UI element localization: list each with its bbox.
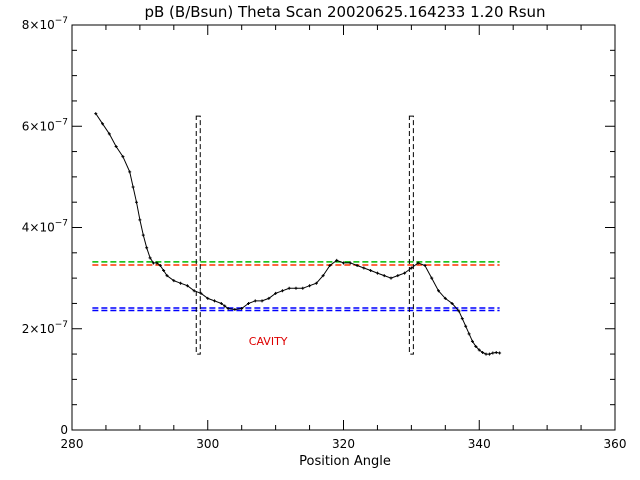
cavity-label: CAVITY xyxy=(249,335,288,348)
data-point xyxy=(179,281,183,285)
data-point xyxy=(375,271,379,275)
data-point xyxy=(464,324,468,328)
data-point xyxy=(219,301,223,305)
data-point xyxy=(450,301,454,305)
data-point xyxy=(460,317,464,321)
y-tick-label: 0 xyxy=(60,423,68,437)
data-point xyxy=(233,308,237,312)
data-point xyxy=(158,263,162,267)
data-point xyxy=(162,269,166,273)
y-tick-label: 4×10−7 xyxy=(22,219,68,235)
data-point xyxy=(467,332,471,336)
data-point xyxy=(128,170,132,174)
data-point xyxy=(131,185,135,189)
data-point xyxy=(369,269,373,273)
data-point xyxy=(287,286,291,290)
data-point xyxy=(487,352,491,356)
data-point xyxy=(121,155,125,159)
data-point xyxy=(223,304,227,308)
y-tick-label: 2×10−7 xyxy=(22,320,68,336)
data-point xyxy=(165,274,169,278)
data-point xyxy=(240,307,244,310)
data-point xyxy=(134,200,138,204)
data-point xyxy=(206,296,210,300)
y-tick-label: 8×10−7 xyxy=(22,16,68,32)
data-point xyxy=(481,351,485,355)
data-point xyxy=(199,291,203,295)
data-point xyxy=(148,256,152,260)
data-point xyxy=(474,344,478,348)
data-point xyxy=(226,307,230,310)
data-point xyxy=(213,299,217,303)
data-point xyxy=(155,261,159,265)
data-point xyxy=(145,246,149,250)
data-point xyxy=(253,299,257,303)
data-point xyxy=(389,276,393,280)
x-tick-label: 340 xyxy=(468,437,491,451)
data-point xyxy=(416,261,420,265)
data-point xyxy=(494,351,498,355)
x-tick-label: 280 xyxy=(61,437,84,451)
data-point xyxy=(403,271,407,275)
data-point xyxy=(342,261,345,265)
data-point xyxy=(185,284,189,288)
data-point xyxy=(151,261,155,265)
data-point xyxy=(396,274,400,278)
data-point xyxy=(172,279,176,283)
data-point xyxy=(328,263,332,267)
data-point xyxy=(114,145,118,148)
data-point xyxy=(409,266,413,270)
x-axis-label: Position Angle xyxy=(299,454,391,469)
plot-frame xyxy=(71,24,616,431)
data-point xyxy=(314,281,318,285)
data-point xyxy=(192,289,196,293)
data-point xyxy=(484,352,488,356)
data-point xyxy=(355,263,359,267)
data-point xyxy=(246,301,250,305)
data-point xyxy=(457,309,461,313)
data-point xyxy=(294,286,298,290)
data-point xyxy=(362,266,366,270)
data-point xyxy=(138,218,142,222)
data-point xyxy=(335,258,339,262)
data-point xyxy=(348,261,352,265)
data-point xyxy=(107,132,111,136)
data-point xyxy=(430,276,434,280)
y-tick-label: 6×10−7 xyxy=(22,117,68,133)
x-tick-label: 300 xyxy=(196,437,219,451)
series-line xyxy=(95,113,500,355)
data-point xyxy=(321,274,325,278)
data-point xyxy=(382,274,386,278)
data-point xyxy=(141,233,145,237)
data-point xyxy=(301,286,305,290)
boundary-marker xyxy=(195,115,201,355)
data-layer: CAVITY xyxy=(92,112,502,356)
data-point xyxy=(423,263,427,267)
data-point xyxy=(267,296,271,300)
x-tick-label: 320 xyxy=(332,437,355,451)
data-point xyxy=(437,289,441,293)
data-point xyxy=(491,351,495,355)
x-tick-label: 360 xyxy=(604,437,627,451)
data-point xyxy=(443,296,447,300)
data-point xyxy=(470,339,474,343)
data-point xyxy=(101,122,105,126)
data-point xyxy=(94,112,98,116)
data-point xyxy=(260,299,264,303)
axes: 280 300 320 340 360 0 2×10−7 4×10−7 6×10−7 8×10−7 xyxy=(22,16,627,451)
chart-title: pB (B/Bsun) Theta Scan 20020625.164233 1… xyxy=(144,3,545,21)
data-point xyxy=(308,284,312,288)
data-point xyxy=(280,289,284,293)
boundary-marker xyxy=(408,115,414,355)
data-point xyxy=(498,351,502,355)
data-point xyxy=(274,291,278,295)
data-point xyxy=(477,348,481,352)
